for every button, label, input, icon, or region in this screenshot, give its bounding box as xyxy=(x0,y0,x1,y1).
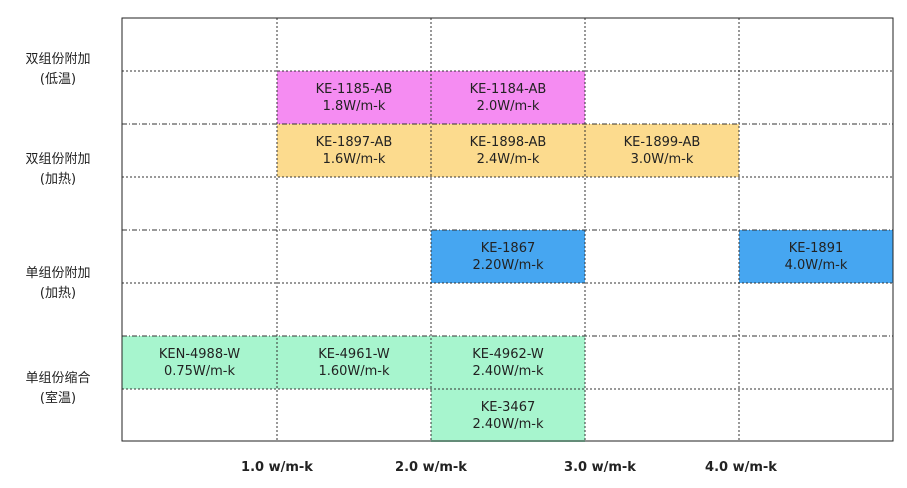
product-cell xyxy=(122,336,277,389)
product-name: KE-4962-W xyxy=(472,347,544,362)
row-label-two-part-low-temp: 双组份附加 (低温) xyxy=(0,50,116,90)
row-label-one-part-condensation: 单组份缩合 (室温) xyxy=(0,369,116,409)
product-cell xyxy=(431,389,585,442)
product-cell xyxy=(431,124,585,177)
row-label-line2: (低温) xyxy=(39,72,77,87)
product-cell xyxy=(277,124,431,177)
product-name: KE-1899-AB xyxy=(624,135,701,150)
product-value: 2.20W/m-k xyxy=(472,258,544,273)
product-cell xyxy=(431,71,585,124)
product-name: KEN-4988-W xyxy=(159,347,240,362)
product-value: 1.8W/m-k xyxy=(323,99,386,114)
product-name: KE-1867 xyxy=(481,241,536,256)
row-label-one-part-heat: 单组份附加 (加热) xyxy=(0,264,116,304)
x-tick-label: 3.0 w/m-k xyxy=(564,460,636,475)
product-name: KE-4961-W xyxy=(318,347,390,362)
product-name: KE-1185-AB xyxy=(316,82,393,97)
product-value: 2.0W/m-k xyxy=(477,99,540,114)
row-label-line1: 单组份缩合 xyxy=(25,371,91,386)
row-label-line1: 双组份附加 xyxy=(25,52,91,67)
x-tick-label: 4.0 w/m-k xyxy=(705,460,777,475)
row-label-two-part-heat: 双组份附加 (加热) xyxy=(0,150,116,190)
x-tick-label: 1.0 w/m-k xyxy=(241,460,313,475)
product-cell xyxy=(431,336,585,389)
chart-border xyxy=(121,17,894,442)
product-cell xyxy=(277,71,431,124)
product-cell xyxy=(277,336,431,389)
row-label-line2: (室温) xyxy=(39,391,77,406)
product-name: KE-1184-AB xyxy=(470,82,547,97)
row-label-line1: 单组份附加 xyxy=(25,266,91,281)
product-name: KE-3467 xyxy=(481,400,536,415)
product-name: KE-1898-AB xyxy=(470,135,547,150)
product-value: 1.60W/m-k xyxy=(318,364,390,379)
product-cell xyxy=(585,124,739,177)
product-value: 3.0W/m-k xyxy=(631,152,694,167)
product-value: 1.6W/m-k xyxy=(323,152,386,167)
product-value: 2.4W/m-k xyxy=(477,152,540,167)
product-value: 0.75W/m-k xyxy=(164,364,236,379)
row-label-line1: 双组份附加 xyxy=(25,152,91,167)
product-value: 4.0W/m-k xyxy=(785,258,848,273)
product-name: KE-1891 xyxy=(789,241,844,256)
product-name: KE-1897-AB xyxy=(316,135,393,150)
product-value: 2.40W/m-k xyxy=(472,417,544,432)
row-label-line2: (加热) xyxy=(39,286,77,301)
product-cell xyxy=(739,230,893,283)
product-cell xyxy=(431,230,585,283)
row-label-line2: (加热) xyxy=(39,172,77,187)
x-tick-label: 2.0 w/m-k xyxy=(395,460,467,475)
product-value: 2.40W/m-k xyxy=(472,364,544,379)
